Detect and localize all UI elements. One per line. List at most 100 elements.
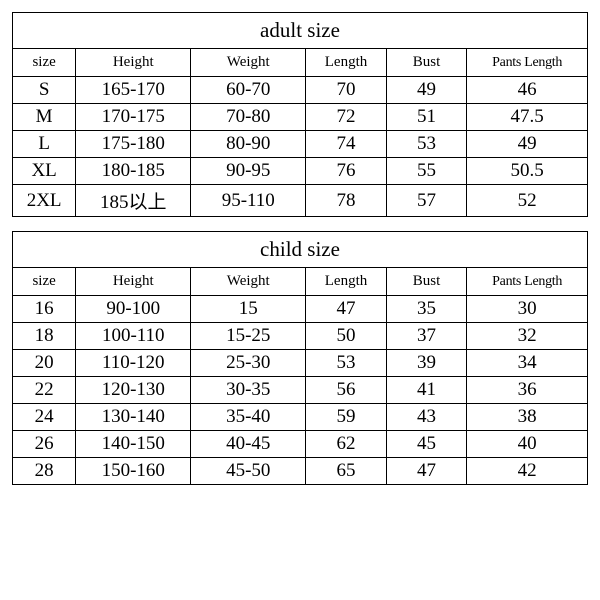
cell: 41 [386,377,467,404]
table-row: 26 140-150 40-45 62 45 40 [13,431,588,458]
table-row: M 170-175 70-80 72 51 47.5 [13,104,588,131]
col-pants: Pants Length [467,49,588,77]
cell: 45-50 [191,458,306,485]
table-row: 28 150-160 45-50 65 47 42 [13,458,588,485]
col-bust: Bust [386,49,467,77]
table-row: 22 120-130 30-35 56 41 36 [13,377,588,404]
cell: 110-120 [76,350,191,377]
cell: 50.5 [467,158,588,185]
table-row: XL 180-185 90-95 76 55 50.5 [13,158,588,185]
table-row: 2XL 185以上 95-110 78 57 52 [13,185,588,217]
col-weight: Weight [191,49,306,77]
cell: 52 [467,185,588,217]
cell: 15 [191,296,306,323]
cell: 95-110 [191,185,306,217]
cell: 36 [467,377,588,404]
cell: 70 [306,77,387,104]
cell: 20 [13,350,76,377]
table-row: S 165-170 60-70 70 49 46 [13,77,588,104]
cell: 140-150 [76,431,191,458]
cell: 72 [306,104,387,131]
cell: 46 [467,77,588,104]
cell: 57 [386,185,467,217]
cell: 30-35 [191,377,306,404]
cell: 60-70 [191,77,306,104]
cell: L [13,131,76,158]
table-row: 24 130-140 35-40 59 43 38 [13,404,588,431]
cell: 26 [13,431,76,458]
col-size: size [13,49,76,77]
cell: 39 [386,350,467,377]
cell: 28 [13,458,76,485]
cell: 38 [467,404,588,431]
adult-header-row: size Height Weight Length Bust Pants Len… [13,49,588,77]
cell: 47 [386,458,467,485]
cell: 180-185 [76,158,191,185]
cell: 53 [386,131,467,158]
cell: 55 [386,158,467,185]
col-length: Length [306,268,387,296]
cell: 175-180 [76,131,191,158]
child-header-row: size Height Weight Length Bust Pants Len… [13,268,588,296]
cell: 56 [306,377,387,404]
cell: 90-95 [191,158,306,185]
cell: 37 [386,323,467,350]
col-height: Height [76,268,191,296]
col-bust: Bust [386,268,467,296]
cell: 53 [306,350,387,377]
table-row: L 175-180 80-90 74 53 49 [13,131,588,158]
cell: 70-80 [191,104,306,131]
cell: 45 [386,431,467,458]
cell: XL [13,158,76,185]
cell: 22 [13,377,76,404]
cell: 150-160 [76,458,191,485]
cell: 65 [306,458,387,485]
cell: 76 [306,158,387,185]
cell: S [13,77,76,104]
cell: 25-30 [191,350,306,377]
cell: 32 [467,323,588,350]
cell: 130-140 [76,404,191,431]
col-size: size [13,268,76,296]
cell: 16 [13,296,76,323]
child-table-title: child size [13,232,588,268]
adult-table-title: adult size [13,13,588,49]
cell: 185以上 [76,185,191,217]
col-pants: Pants Length [467,268,588,296]
cell: 49 [467,131,588,158]
cell: 34 [467,350,588,377]
table-row: 16 90-100 15 47 35 30 [13,296,588,323]
cell: 42 [467,458,588,485]
cell: 49 [386,77,467,104]
cell: 47.5 [467,104,588,131]
cell: 15-25 [191,323,306,350]
cell: 50 [306,323,387,350]
cell: 2XL [13,185,76,217]
cell: 62 [306,431,387,458]
col-height: Height [76,49,191,77]
cell: 80-90 [191,131,306,158]
table-row: 20 110-120 25-30 53 39 34 [13,350,588,377]
adult-size-table: adult size size Height Weight Length Bus… [12,12,588,217]
cell: 18 [13,323,76,350]
cell: 59 [306,404,387,431]
cell: 30 [467,296,588,323]
cell: 120-130 [76,377,191,404]
child-size-table: child size size Height Weight Length Bus… [12,231,588,485]
cell: 24 [13,404,76,431]
cell: 51 [386,104,467,131]
cell: 40-45 [191,431,306,458]
table-row: 18 100-110 15-25 50 37 32 [13,323,588,350]
cell: 90-100 [76,296,191,323]
cell: 100-110 [76,323,191,350]
cell: 43 [386,404,467,431]
cell: 35-40 [191,404,306,431]
cell: 165-170 [76,77,191,104]
col-length: Length [306,49,387,77]
col-weight: Weight [191,268,306,296]
cell: 35 [386,296,467,323]
cell: 40 [467,431,588,458]
cell: 74 [306,131,387,158]
cell: 170-175 [76,104,191,131]
cell: 78 [306,185,387,217]
